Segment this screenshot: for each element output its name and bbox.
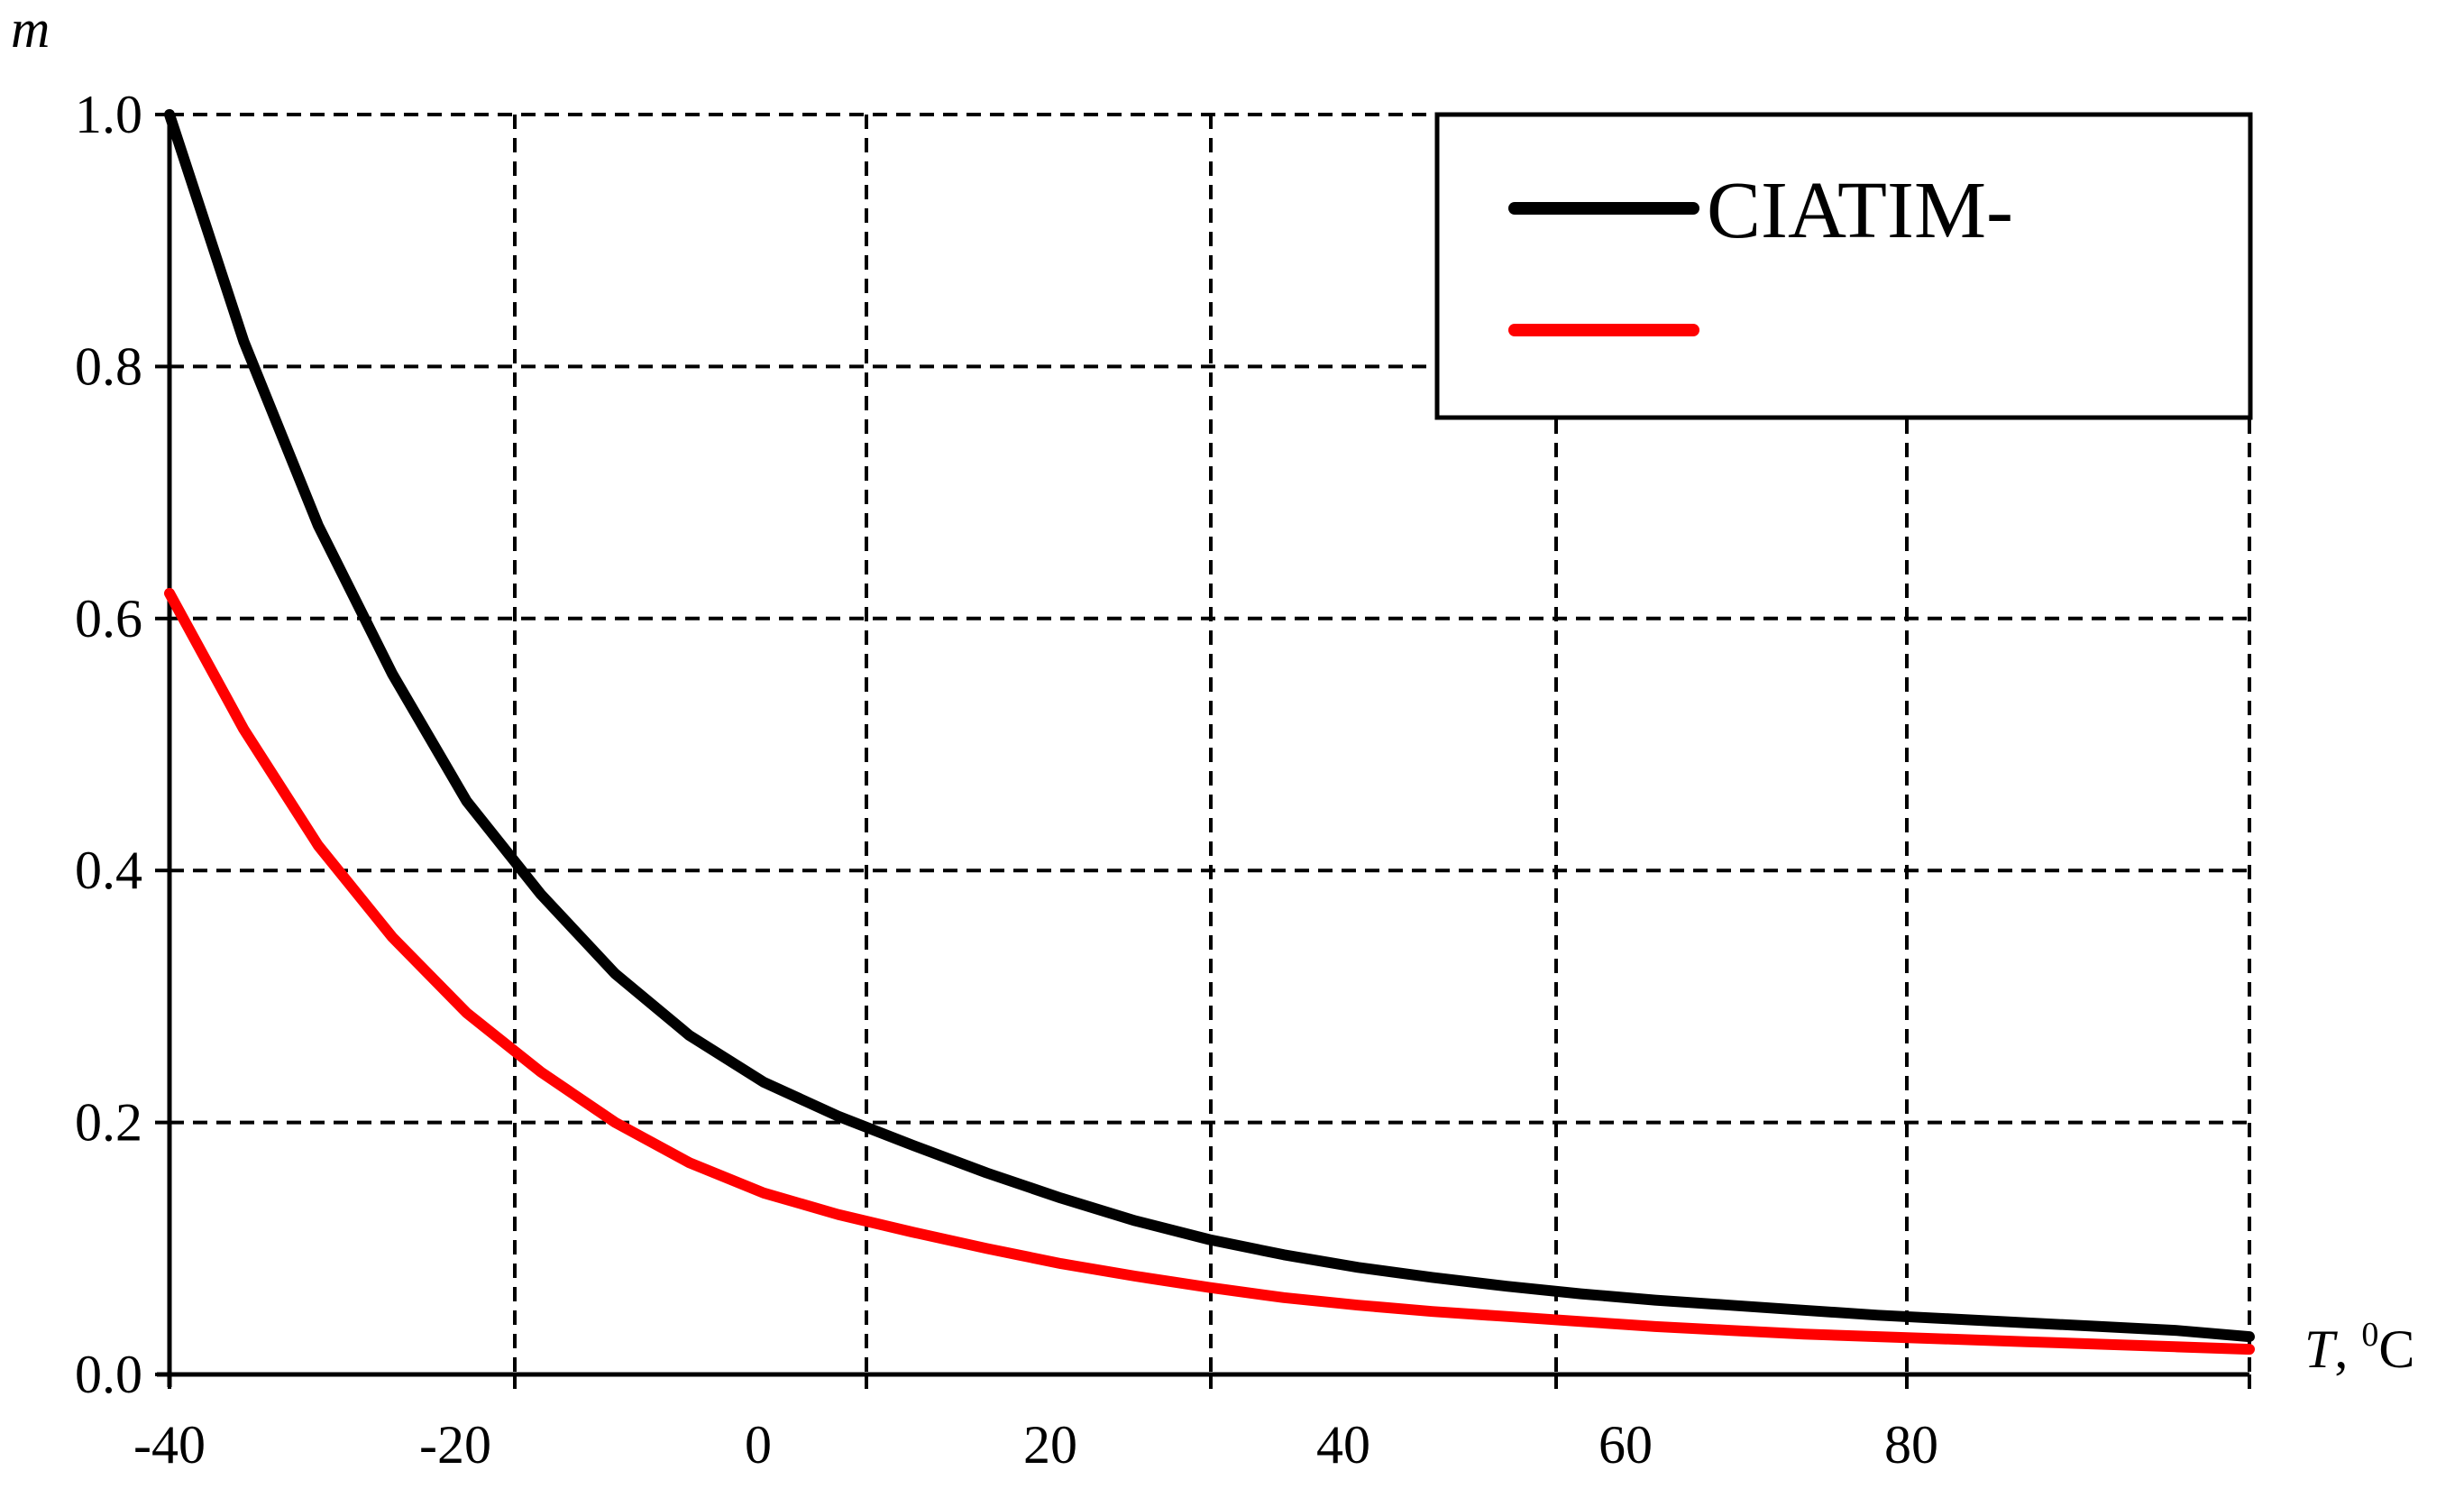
legend: CIATIM- bbox=[1434, 112, 2253, 420]
y-tick-label: 0.6 bbox=[75, 589, 142, 648]
grid bbox=[169, 113, 2251, 1374]
x-tick-label: 80 bbox=[1884, 1415, 1938, 1475]
x-axis-title-var: T bbox=[2304, 1319, 2338, 1379]
legend-box bbox=[1434, 112, 2253, 420]
axes bbox=[157, 115, 2249, 1387]
x-axis-unit: C bbox=[2378, 1319, 2414, 1379]
y-tick-label: 0.0 bbox=[75, 1345, 142, 1404]
x-axis-title-sep: , bbox=[2334, 1319, 2361, 1379]
series-lines bbox=[164, 109, 2255, 1356]
tick-labels: 0.0 0.2 0.4 0.6 0.8 1.0 -40 -20 0 20 40 60 80 bbox=[75, 85, 2251, 1475]
x-tick-label: 40 bbox=[1316, 1415, 1370, 1475]
x-tick-label: 60 bbox=[1598, 1415, 1653, 1475]
x-tick-label: -40 bbox=[133, 1415, 206, 1475]
y-axis-title: m bbox=[11, 0, 50, 59]
y-tick-label: 0.8 bbox=[75, 336, 142, 396]
x-axis-title: T, 0C bbox=[2304, 1316, 2414, 1379]
x-tick-label: 0 bbox=[745, 1415, 772, 1475]
series-line-1 bbox=[164, 109, 2255, 1343]
x-tick-label: -20 bbox=[419, 1415, 491, 1475]
series-line-2 bbox=[164, 587, 2255, 1356]
x-axis-unit-sup: 0 bbox=[2361, 1316, 2378, 1354]
x-tick-label: 20 bbox=[1023, 1415, 1077, 1475]
y-tick-label: 0.4 bbox=[75, 841, 142, 900]
legend-label-1: CIATIM- bbox=[1707, 166, 2013, 255]
y-tick-label: 0.2 bbox=[75, 1093, 142, 1153]
y-tick-label: 1.0 bbox=[75, 85, 142, 144]
